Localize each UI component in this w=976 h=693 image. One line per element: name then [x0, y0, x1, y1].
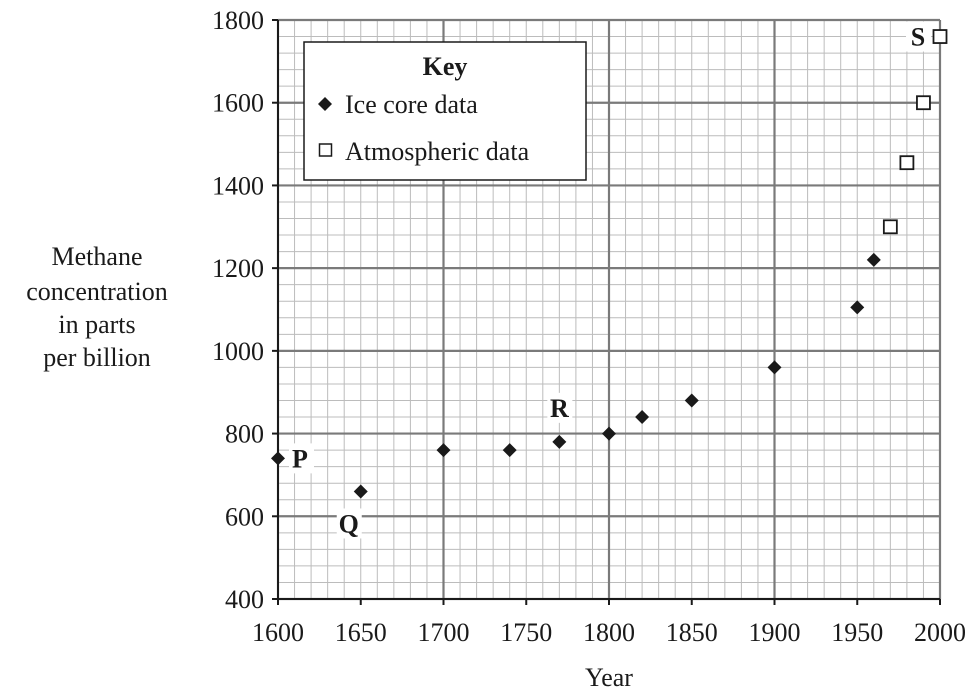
y-tick-label: 1600 — [212, 89, 264, 118]
y-axis-title-line-1: Methane — [52, 242, 143, 271]
annotation-label-s: S — [911, 23, 925, 52]
ice-core-point — [502, 443, 517, 458]
annotation-label-q: Q — [339, 509, 359, 538]
y-tick-label: 600 — [225, 502, 264, 531]
ice-core-point — [602, 426, 616, 441]
legend: Key Ice core data Atmospheric data — [303, 41, 587, 181]
legend-label-ice-core: Ice core data — [345, 90, 478, 119]
annotation-background — [547, 392, 573, 423]
x-tick-label: 2000 — [914, 618, 966, 647]
x-tick-label: 1600 — [252, 618, 304, 647]
atmospheric-point — [916, 95, 931, 111]
x-tick-labels: 1600 1650 1700 1750 1800 1850 1900 1950 2000 — [252, 618, 966, 647]
data-points — [271, 29, 948, 499]
ice-core-point — [271, 451, 285, 466]
y-tick-label: 1800 — [212, 6, 264, 35]
annotation-label-p: P — [292, 444, 308, 473]
y-axis-title-line-2: concentration — [26, 277, 168, 306]
legend-label-atmospheric: Atmospheric data — [345, 137, 530, 166]
x-tick-label: 1850 — [666, 618, 718, 647]
x-tick-label: 1950 — [831, 618, 883, 647]
x-tick-label: 1750 — [500, 618, 552, 647]
ice-core-point — [353, 484, 368, 499]
point-annotations: P Q R S — [289, 21, 931, 539]
y-tick-label: 1400 — [212, 171, 264, 200]
y-axis-title-line-4: per billion — [43, 343, 151, 372]
ice-core-point — [436, 443, 451, 458]
atmospheric-point — [932, 29, 948, 44]
ice-core-point — [635, 410, 650, 425]
axes — [272, 19, 941, 605]
legend-box — [303, 41, 587, 181]
atmospheric-point — [899, 155, 915, 171]
ice-core-point — [684, 393, 699, 408]
ice-core-point — [552, 434, 567, 449]
legend-title: Key — [423, 52, 468, 81]
y-tick-label: 800 — [225, 420, 264, 449]
x-tick-label: 1900 — [749, 618, 801, 647]
annotation-background — [336, 508, 362, 539]
y-tick-label: 400 — [225, 585, 264, 614]
x-tick-label: 1650 — [335, 618, 387, 647]
annotation-background — [906, 21, 931, 52]
ice-core-point — [866, 252, 881, 267]
y-tick-label: 1000 — [212, 337, 264, 366]
annotation-background — [289, 443, 314, 474]
y-axis-title-line-3: in parts — [58, 310, 135, 339]
y-tick-label: 1200 — [212, 254, 264, 283]
annotation-label-r: R — [550, 394, 569, 423]
y-tick-labels: 400 600 800 1000 1200 1400 1600 1800 — [212, 6, 264, 614]
ice-core-point — [850, 300, 865, 315]
atmospheric-point — [882, 219, 898, 235]
legend-square-icon — [318, 143, 333, 157]
legend-diamond-icon — [318, 97, 332, 111]
x-tick-label: 1800 — [583, 618, 635, 647]
x-tick-label: 1700 — [418, 618, 470, 647]
ice-core-point — [767, 360, 782, 375]
x-axis-title: Year — [585, 663, 633, 692]
